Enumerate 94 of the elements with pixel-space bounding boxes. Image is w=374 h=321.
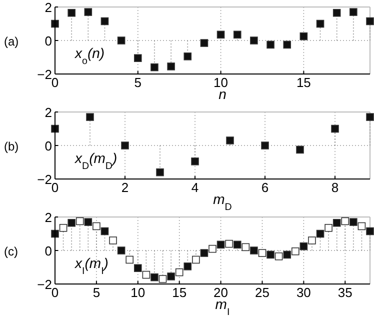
point [200, 39, 208, 47]
point [100, 227, 109, 236]
point [150, 273, 158, 282]
point [258, 249, 266, 257]
point [316, 20, 324, 28]
point [84, 8, 92, 16]
x-tick-label: 25 [255, 285, 270, 300]
x-tick-label: 6 [261, 180, 269, 195]
x-tick-label: 8 [331, 180, 339, 195]
point [250, 36, 258, 44]
point [191, 158, 199, 166]
x-tick-label: 5 [92, 285, 100, 300]
point [216, 240, 225, 249]
point [59, 224, 68, 232]
point [184, 52, 192, 60]
x-tick-label: 30 [296, 285, 311, 300]
point [341, 217, 350, 226]
x-tick-label: 35 [338, 285, 352, 300]
point [296, 146, 304, 154]
point [350, 8, 358, 16]
x-tick-label: 4 [191, 180, 199, 195]
point [226, 136, 234, 144]
y-tick-label: 2 [44, 210, 52, 225]
text: (c) [4, 244, 18, 258]
y-tick-label: −2 [37, 277, 52, 292]
point [68, 8, 76, 17]
point [300, 242, 308, 250]
x-tick-label: 15 [296, 75, 311, 90]
point [175, 268, 184, 276]
x-tick-label: 10 [130, 285, 146, 300]
point [156, 168, 164, 176]
point [68, 218, 76, 227]
y-tick-label: 2 [44, 105, 52, 120]
point [291, 247, 300, 256]
point [242, 243, 250, 252]
point [117, 246, 126, 254]
point [300, 32, 308, 40]
text: (b) [4, 140, 19, 154]
annotation: x$_{o}$(n) [74, 45, 105, 66]
point [350, 218, 358, 226]
point [117, 36, 126, 44]
y-tick-label: −2 [37, 67, 52, 82]
point [76, 217, 84, 226]
point [200, 249, 208, 257]
point [84, 218, 92, 226]
annotation: x$_{I}$(m$_{I}$) [74, 255, 108, 276]
point [192, 256, 200, 264]
point [225, 240, 233, 248]
point [308, 236, 316, 244]
point [134, 54, 142, 62]
point [366, 227, 374, 236]
point [316, 230, 324, 238]
point [134, 264, 142, 272]
point [121, 142, 129, 150]
point [366, 113, 374, 121]
y-tick-label: 0 [44, 244, 52, 258]
y-tick-label: 0 [44, 138, 52, 154]
point [274, 252, 283, 260]
point [208, 244, 216, 253]
point [250, 246, 258, 254]
point [283, 250, 292, 259]
point [332, 8, 341, 17]
point [158, 275, 167, 283]
y-tick-label: −2 [37, 172, 52, 187]
point [358, 222, 366, 230]
point [266, 40, 274, 49]
annotation: x$_{D}$(m$_{D}$) [74, 150, 118, 172]
point [331, 124, 339, 133]
point [332, 218, 341, 227]
point [167, 62, 175, 70]
point [142, 270, 150, 279]
point [100, 17, 109, 26]
point [261, 142, 269, 150]
point [184, 262, 192, 270]
point [366, 17, 374, 26]
point [216, 30, 225, 39]
x-tick-label: 5 [134, 75, 142, 90]
point [150, 63, 158, 72]
point [92, 222, 100, 230]
x-tick-label: 15 [172, 285, 187, 300]
text: (a) [4, 34, 19, 48]
point [109, 236, 117, 244]
point [324, 224, 332, 232]
x-axis-title: m$_{D}$ [213, 191, 232, 212]
point [86, 113, 94, 121]
point [233, 240, 242, 249]
y-tick-label: 2 [44, 0, 52, 15]
y-tick-label: 0 [44, 34, 52, 48]
point [126, 256, 134, 264]
point [167, 272, 175, 280]
point [266, 250, 274, 259]
point [283, 40, 292, 49]
point [233, 30, 242, 39]
x-tick-label: 2 [121, 180, 129, 195]
